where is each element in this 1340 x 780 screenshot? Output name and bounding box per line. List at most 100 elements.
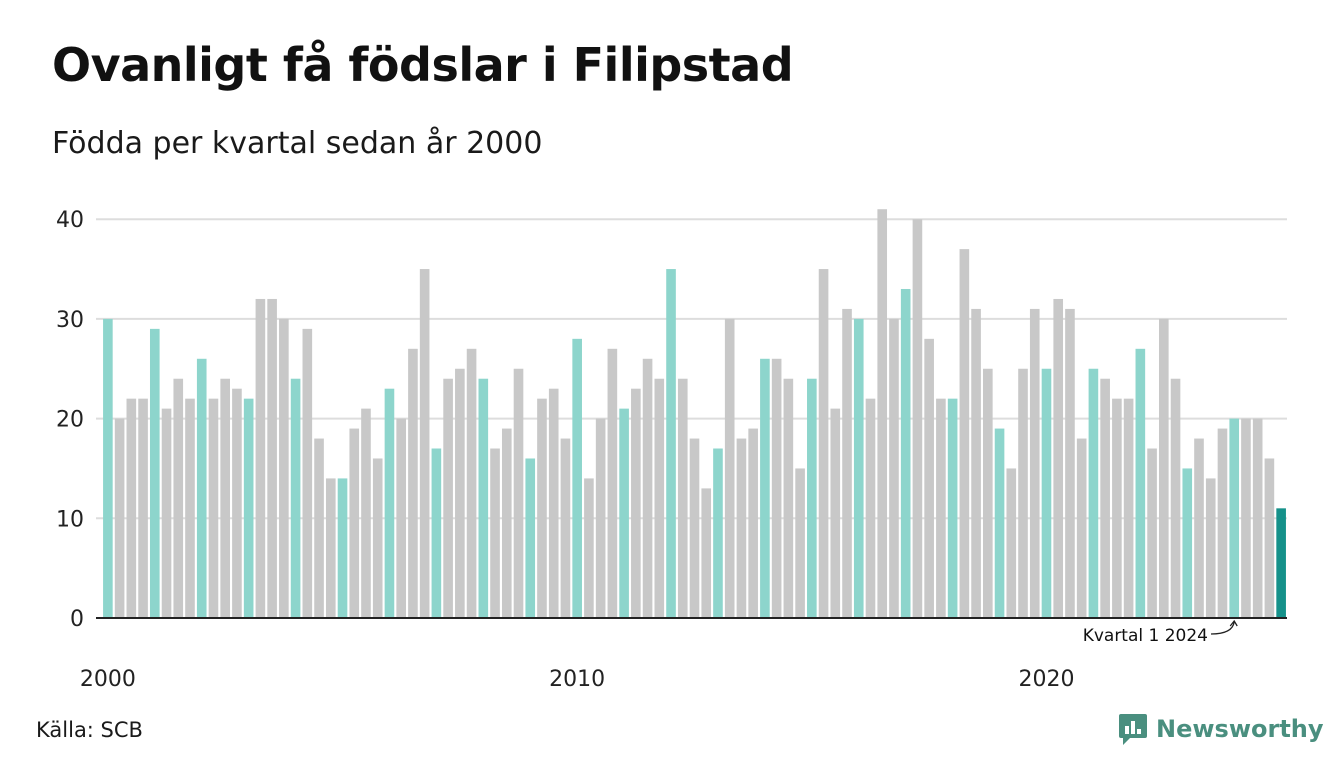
bar — [807, 378, 817, 618]
bar — [349, 428, 360, 618]
bar — [748, 428, 758, 618]
bar — [1182, 468, 1193, 618]
x-tick-label: 2010 — [549, 667, 605, 692]
brand-name: Newsworthy — [1156, 715, 1324, 743]
annotation-arrow — [1210, 619, 1238, 635]
bars — [103, 209, 1286, 619]
bar — [666, 269, 676, 618]
bar — [631, 388, 641, 618]
bar — [1159, 318, 1169, 618]
bar — [572, 338, 582, 618]
bar — [138, 398, 148, 618]
bar — [1018, 368, 1028, 618]
bar — [865, 398, 876, 618]
bar — [173, 378, 184, 618]
chat-chart-icon — [1119, 714, 1147, 745]
bar — [889, 318, 899, 618]
bar — [466, 348, 477, 618]
bar — [1065, 308, 1075, 618]
bar — [361, 408, 371, 618]
bar — [689, 438, 700, 618]
bar — [1276, 508, 1286, 618]
bar — [149, 328, 160, 618]
bar — [384, 388, 395, 618]
annotation-label: Kvartal 1 2024 — [1083, 626, 1208, 646]
bar — [1252, 418, 1263, 618]
bar — [302, 328, 313, 618]
bar — [1147, 448, 1157, 618]
bar — [701, 488, 712, 618]
brand-logo[interactable]: Newsworthy — [1118, 712, 1324, 746]
bar — [1217, 428, 1228, 618]
bar — [501, 428, 512, 618]
bar — [548, 388, 559, 618]
bar — [279, 318, 289, 618]
bar — [607, 348, 618, 618]
bar — [372, 458, 383, 618]
bar — [1076, 438, 1087, 618]
bar — [103, 318, 113, 618]
bar — [912, 219, 923, 618]
chart-subtitle: Födda per kvartal sedan år 2000 — [52, 126, 543, 161]
bar — [595, 418, 606, 618]
bar — [513, 368, 524, 618]
y-tick-label: 40 — [56, 208, 84, 233]
bar — [337, 478, 348, 618]
bar-chart: 0 10 20 30 40 2000 2010 2020 Kvartal 1 2024 — [56, 208, 1287, 692]
bar — [853, 318, 864, 618]
bar — [1006, 468, 1017, 618]
bar — [1241, 418, 1251, 618]
bar — [771, 358, 782, 618]
x-tick-label: 2020 — [1018, 667, 1074, 692]
bar — [290, 378, 301, 618]
bar — [947, 398, 958, 618]
bar — [1205, 478, 1216, 618]
bar — [419, 269, 430, 618]
bar — [325, 478, 336, 618]
bar — [619, 408, 629, 618]
bar — [267, 298, 277, 618]
bar — [185, 398, 195, 618]
bar — [208, 398, 219, 618]
bar — [1112, 398, 1122, 618]
bar — [220, 378, 230, 618]
bar — [959, 249, 970, 619]
bar — [455, 368, 465, 618]
bar — [818, 269, 829, 618]
y-axis-ticks: 0 10 20 30 40 — [56, 208, 84, 632]
bar — [537, 398, 547, 618]
bar — [642, 358, 653, 618]
bar — [877, 209, 888, 619]
bar — [1229, 418, 1240, 618]
bar — [983, 368, 993, 618]
bar — [243, 398, 254, 618]
bar — [114, 418, 125, 618]
bar — [431, 448, 442, 618]
bar — [1029, 308, 1040, 618]
bar — [830, 408, 841, 618]
bar — [1088, 368, 1099, 618]
bar — [161, 408, 172, 618]
bar — [1264, 458, 1275, 618]
bar — [443, 378, 453, 618]
bar — [560, 438, 571, 618]
bar — [490, 448, 500, 618]
bar — [842, 308, 852, 618]
bar — [900, 288, 911, 618]
y-tick-label: 20 — [56, 408, 84, 433]
x-axis-ticks: 2000 2010 2020 — [80, 667, 1075, 692]
bar — [783, 378, 794, 618]
y-tick-label: 30 — [56, 308, 84, 333]
chart-title: Ovanligt få födslar i Filipstad — [52, 38, 794, 92]
bar — [713, 448, 723, 618]
bar — [971, 308, 981, 618]
bar — [736, 438, 747, 618]
bar — [760, 358, 770, 618]
x-tick-label: 2000 — [80, 667, 136, 692]
bar — [724, 318, 735, 618]
bar — [232, 388, 242, 618]
bar — [196, 358, 207, 618]
bar — [1041, 368, 1052, 618]
bar — [1135, 348, 1146, 618]
bar — [924, 338, 934, 618]
